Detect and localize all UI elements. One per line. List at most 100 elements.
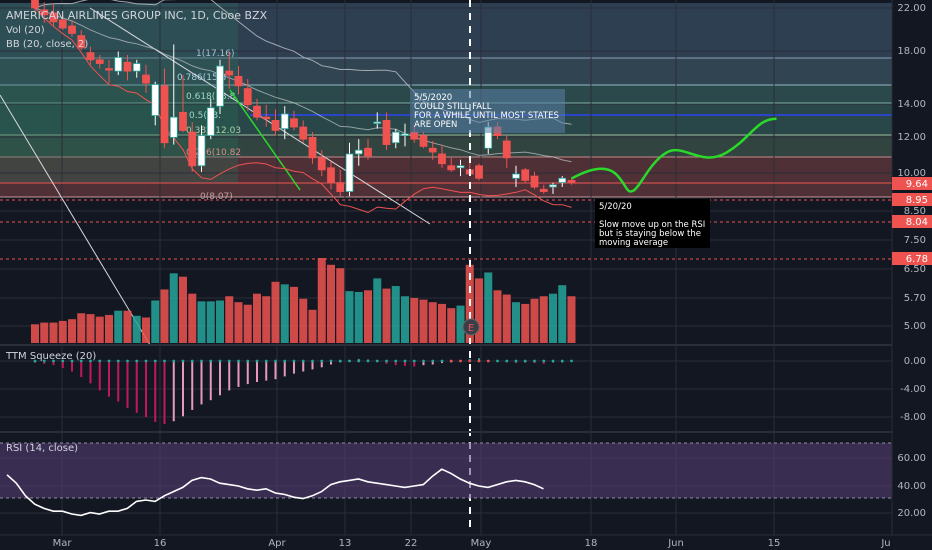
candle-body <box>345 153 354 192</box>
candle-body <box>95 59 104 64</box>
annotation-5-5-2020[interactable]: 5/5/2020 COULD STILL FALL FOR A WHILE UN… <box>410 89 565 133</box>
squeeze-dot <box>329 359 333 363</box>
candle-body <box>364 147 372 157</box>
price-tick: 5.70 <box>904 293 926 304</box>
earnings-event-letter: E <box>468 323 474 334</box>
volume-bar <box>206 301 215 343</box>
volume-bar <box>86 314 95 343</box>
earnings-event-marker[interactable] <box>462 318 480 336</box>
candle-body <box>123 61 132 72</box>
volume-bar <box>290 286 298 343</box>
volume-bar <box>419 299 428 343</box>
volume-bar <box>68 319 76 343</box>
squeeze-dot <box>107 359 111 363</box>
squeeze-dot <box>135 359 139 363</box>
volume-bar <box>225 296 234 343</box>
squeeze-dot <box>144 359 148 363</box>
volume-bar <box>475 278 483 343</box>
date-tick: Apr <box>268 538 286 549</box>
squeeze-dot <box>449 359 453 363</box>
squeeze-dot <box>514 359 518 363</box>
squeeze-dot <box>33 359 37 363</box>
candle-body <box>271 119 280 131</box>
projection-path <box>570 117 777 193</box>
squeeze-dot <box>301 359 305 363</box>
squeeze-dot <box>560 359 564 363</box>
fib-zone-236 <box>0 157 892 197</box>
candle-body <box>410 131 419 140</box>
candle-body <box>105 68 113 71</box>
rsi-line <box>6 468 544 517</box>
date-tick: 16 <box>154 538 167 549</box>
candle-body <box>567 180 576 183</box>
rsi-pane-label[interactable]: RSI (14, close) <box>6 443 78 454</box>
volume-bar <box>49 322 58 343</box>
squeeze-dot <box>116 359 120 363</box>
squeeze-dot <box>505 359 509 363</box>
date-tick: May <box>471 538 492 549</box>
squeeze-dot <box>237 359 240 363</box>
squeeze-dot <box>570 359 573 363</box>
candle-body <box>234 75 243 87</box>
volume-bar <box>262 296 271 343</box>
indicator-bb-label[interactable]: BB (20, close, 2) <box>6 39 88 50</box>
squeeze-pane-label[interactable]: TTM Squeeze (20) <box>5 351 96 362</box>
candle-body <box>382 119 391 145</box>
candle-body <box>290 118 298 128</box>
candle-body <box>336 182 345 192</box>
rsi-tick: 60.00 <box>897 453 926 464</box>
indicator-volume-label[interactable]: Vol (20) <box>6 25 45 36</box>
annotation-5-20-20[interactable]: 5/20/20 Slow move up on the RSI but is s… <box>595 199 710 248</box>
volume-bar <box>253 293 261 343</box>
squeeze-dot <box>348 359 351 363</box>
annotation-1-line-4: ARE OPEN <box>414 120 457 130</box>
volume-bar <box>410 297 419 343</box>
volume-bar <box>364 290 372 343</box>
bb-lower-band <box>34 7 572 214</box>
candle-body <box>549 184 557 188</box>
candle-body <box>456 165 465 169</box>
volume-bar <box>216 300 224 343</box>
squeeze-dot <box>283 359 287 363</box>
price-axis[interactable] <box>892 0 932 550</box>
squeeze-dot <box>98 359 102 363</box>
price-tick: 18.00 <box>897 46 926 57</box>
candle-body <box>438 153 446 165</box>
candle-body <box>317 157 326 171</box>
volume-bar <box>142 317 150 343</box>
time-axis-ticks: Mar 16 Apr 13 22 May 18 Jun 15 Ju <box>53 538 891 549</box>
candle-body <box>327 167 335 183</box>
volume-bars <box>31 258 576 343</box>
volume-bar <box>530 298 539 343</box>
time-axis[interactable] <box>0 535 932 550</box>
squeeze-dot <box>153 359 157 363</box>
squeeze-dot <box>172 359 176 363</box>
candle-body <box>299 126 308 140</box>
volume-bar <box>123 310 132 343</box>
date-tick: 13 <box>339 538 352 549</box>
volume-bar <box>493 290 502 343</box>
candle-body <box>188 131 197 167</box>
price-tick: 5.00 <box>904 321 926 332</box>
level-lines[interactable] <box>0 182 892 260</box>
candle-body <box>151 84 160 116</box>
price-badge-8-95 <box>892 193 932 206</box>
date-tick: Jun <box>667 538 684 549</box>
squeeze-dot <box>42 359 46 363</box>
candle-body <box>206 107 215 137</box>
volume-bar <box>243 304 252 343</box>
rsi-tick: 40.00 <box>897 481 926 492</box>
squeeze-dot <box>52 359 55 363</box>
fib-label-236: 0.236(10.82 <box>186 148 241 158</box>
candle-body <box>114 56 123 72</box>
squeeze-dot <box>477 359 481 363</box>
squeeze-dot <box>255 359 259 363</box>
volume-bar <box>567 296 576 343</box>
candle-body <box>197 135 206 167</box>
volume-bar <box>401 296 409 343</box>
volume-bar <box>512 302 520 343</box>
squeeze-dot <box>412 359 416 363</box>
candle-body <box>31 0 39 9</box>
squeeze-dot <box>459 359 462 363</box>
